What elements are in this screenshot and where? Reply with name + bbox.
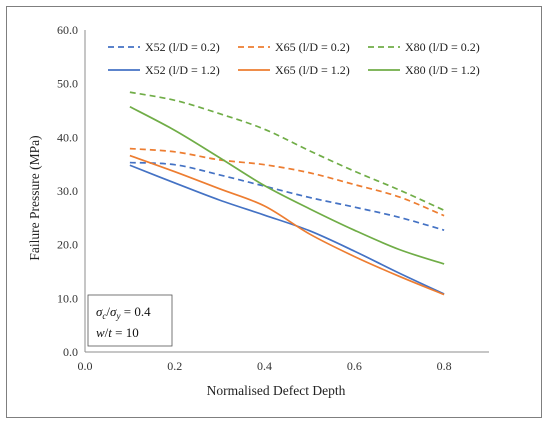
annotation-line-2: w/t = 10 xyxy=(96,325,139,340)
y-tick-label: 20.0 xyxy=(57,238,78,252)
y-tick-label: 0.0 xyxy=(63,345,78,359)
series-line-5 xyxy=(129,105,445,265)
legend-label-0: X52 (l/D = 0.2) xyxy=(145,40,220,54)
x-tick-label: 0.8 xyxy=(437,359,452,373)
annotation-box: σc/σy = 0.4 w/t = 10 xyxy=(87,294,173,347)
series-line-4 xyxy=(129,154,445,296)
series-line-1 xyxy=(129,147,445,217)
series-line-0 xyxy=(129,161,445,231)
legend: X52 (l/D = 0.2) X65 (l/D = 0.2) X80 (l/D =… xyxy=(108,40,480,77)
x-tick-label: 0.6 xyxy=(347,359,362,373)
legend-label-3: X52 (l/D = 1.2) xyxy=(145,63,220,77)
y-tick-label: 50.0 xyxy=(57,77,78,91)
x-tick-label: 0.4 xyxy=(257,359,272,373)
y-tick-label: 10.0 xyxy=(57,291,78,305)
y-tick-label: 60.0 xyxy=(57,23,78,37)
legend-label-4: X65 (l/D = 1.2) xyxy=(275,63,350,77)
axes xyxy=(84,30,489,353)
annotation-wt-value: 10 xyxy=(126,325,139,340)
annotation-ratio-value: 0.4 xyxy=(134,304,151,319)
annotation-border xyxy=(87,294,173,347)
x-tick-label: 0.2 xyxy=(167,359,182,373)
series-line-3 xyxy=(129,164,445,295)
legend-label-2: X80 (l/D = 0.2) xyxy=(405,40,480,54)
y-axis-title: Failure Pressure (MPa) xyxy=(27,135,42,260)
y-tick-label: 30.0 xyxy=(57,184,78,198)
series-line-2 xyxy=(129,91,445,212)
series-lines xyxy=(129,91,445,296)
y-tick-labels: 0.0 10.0 20.0 30.0 40.0 50.0 60.0 xyxy=(57,23,78,359)
y-tick-label: 40.0 xyxy=(57,130,78,144)
legend-label-1: X65 (l/D = 0.2) xyxy=(275,40,350,54)
x-tick-labels: 0.0 0.2 0.4 0.6 0.8 xyxy=(78,359,452,373)
x-axis-title: Normalised Defect Depth xyxy=(207,383,346,398)
x-tick-label: 0.0 xyxy=(78,359,93,373)
annotation-line-1: σc/σy = 0.4 xyxy=(96,304,151,321)
legend-label-5: X80 (l/D = 1.2) xyxy=(405,63,480,77)
